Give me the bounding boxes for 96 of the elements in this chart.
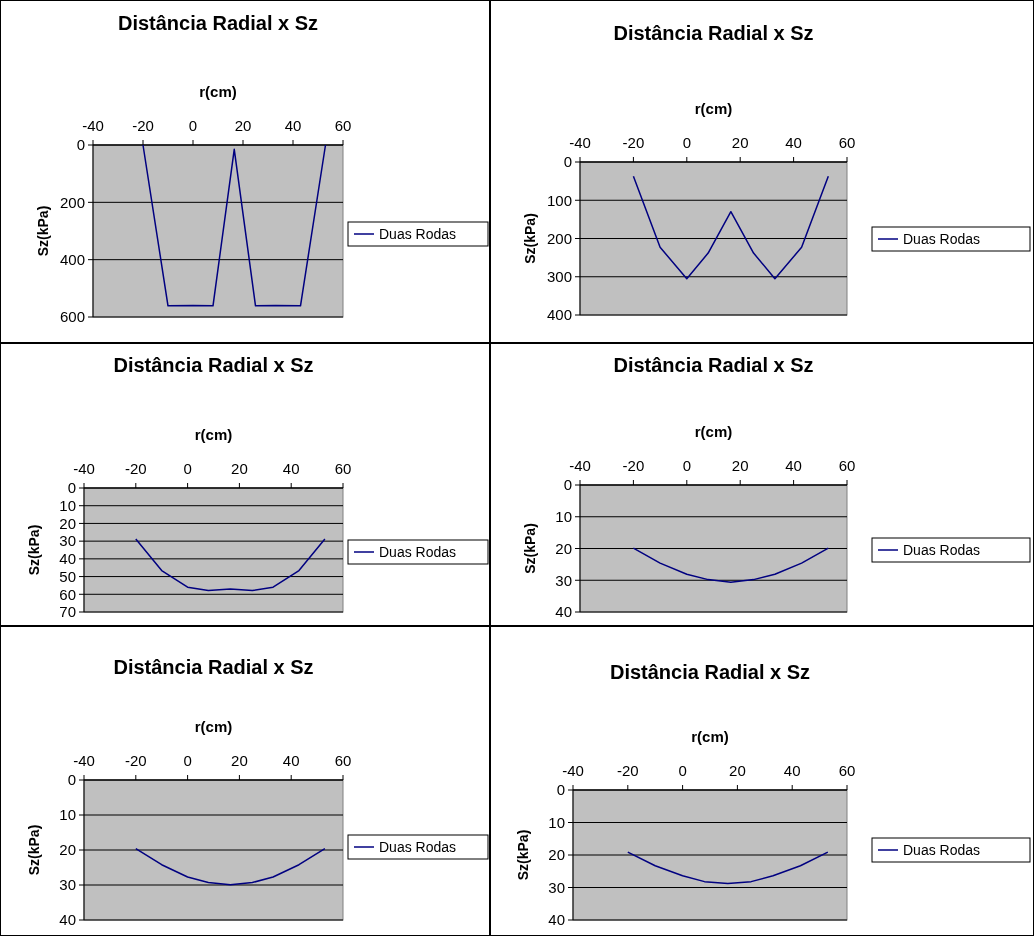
x-tick-label: 20 <box>231 752 248 769</box>
x-tick-label: -20 <box>124 460 147 477</box>
x-tick-label: 40 <box>282 460 300 477</box>
line-series <box>142 144 327 307</box>
y-tick-label: 40 <box>59 911 76 929</box>
chart-title: Distância Radial x Sz <box>113 354 314 376</box>
x-tick-label: 20 <box>729 762 746 779</box>
line-series <box>135 847 326 886</box>
x-tick-label: 60 <box>838 134 856 151</box>
y-tick-label: 20 <box>548 846 565 864</box>
x-tick-label: -20 <box>132 117 154 134</box>
x-tick-label: -40 <box>569 457 591 474</box>
y-tick-label: 100 <box>546 191 572 209</box>
y-axis-title: Sz(kPa) <box>26 524 42 576</box>
legend-label: Duas Rodas <box>903 541 981 558</box>
y-tick-label: 20 <box>59 841 76 859</box>
chart-title: Distância Radial x Sz <box>609 661 811 683</box>
x-tick-label: 20 <box>731 134 749 151</box>
x-tick-label: -20 <box>616 762 639 779</box>
line-series <box>627 851 829 885</box>
x-axis-title: r(cm) <box>194 426 233 443</box>
y-tick-label: 50 <box>59 567 76 585</box>
chart-title: Distância Radial x Sz <box>117 12 319 34</box>
line-series <box>632 175 830 280</box>
chart-title: Distância Radial x Sz <box>613 354 814 376</box>
x-tick-label: 0 <box>682 457 691 474</box>
y-tick-label: 400 <box>59 250 85 268</box>
x-tick-label: -20 <box>124 752 147 769</box>
x-tick-label: 20 <box>731 457 749 474</box>
y-tick-label: 10 <box>59 806 76 824</box>
y-axis-title: Sz(kPa) <box>26 824 42 876</box>
y-tick-label: 40 <box>548 911 565 929</box>
y-tick-label: 200 <box>546 229 572 247</box>
y-tick-label: 30 <box>59 876 76 894</box>
x-tick-label: -40 <box>569 134 591 151</box>
x-tick-label: 60 <box>334 752 352 769</box>
y-tick-label: 70 <box>59 603 76 621</box>
x-tick-label: 40 <box>785 134 802 151</box>
y-tick-label: 600 <box>59 308 85 326</box>
y-tick-label: 40 <box>555 603 572 621</box>
x-tick-label: 20 <box>231 460 248 477</box>
x-axis-title: r(cm) <box>199 83 237 100</box>
chart-title: Distância Radial x Sz <box>613 22 814 44</box>
x-tick-label: 60 <box>838 762 856 779</box>
x-tick-label: -20 <box>622 134 645 151</box>
legend-label: Duas Rodas <box>379 225 457 242</box>
y-tick-label: 0 <box>563 153 572 171</box>
legend-label: Duas Rodas <box>903 841 981 858</box>
x-tick-label: 0 <box>183 460 192 477</box>
y-tick-label: 10 <box>548 813 565 831</box>
y-tick-label: 20 <box>59 514 76 532</box>
x-axis-title: r(cm) <box>691 728 729 745</box>
x-tick-label: 0 <box>188 117 198 134</box>
y-tick-label: 30 <box>59 532 76 550</box>
y-tick-label: 40 <box>59 550 76 568</box>
y-axis-title: Sz(kPa) <box>515 829 531 881</box>
x-tick-label: 40 <box>783 762 801 779</box>
x-tick-label: -40 <box>73 752 95 769</box>
x-tick-label: -40 <box>82 117 104 134</box>
y-tick-label: 10 <box>59 496 76 514</box>
y-tick-label: 400 <box>546 306 572 324</box>
x-tick-label: 40 <box>282 752 300 769</box>
legend-label: Duas Rodas <box>379 543 457 560</box>
x-tick-label: 0 <box>682 134 691 151</box>
x-axis-title: r(cm) <box>694 100 733 117</box>
chart-title: Distância Radial x Sz <box>113 656 314 678</box>
legend-label: Duas Rodas <box>379 838 457 855</box>
x-tick-label: 20 <box>234 117 252 134</box>
y-tick-label: 0 <box>556 781 565 799</box>
y-tick-label: 20 <box>555 539 572 557</box>
y-axis-title: Sz(kPa) <box>522 213 538 264</box>
y-tick-label: 0 <box>67 479 76 497</box>
y-tick-label: 30 <box>548 878 565 896</box>
y-tick-label: 10 <box>555 508 572 525</box>
x-axis-title: r(cm) <box>194 718 233 735</box>
y-tick-label: 300 <box>546 268 572 285</box>
x-axis-title: r(cm) <box>694 423 733 440</box>
x-tick-label: -20 <box>622 457 645 474</box>
x-tick-label: -40 <box>73 460 95 477</box>
x-tick-label: 60 <box>334 460 352 477</box>
y-tick-label: 0 <box>563 476 572 494</box>
y-tick-label: 30 <box>555 571 572 589</box>
x-tick-label: 40 <box>284 117 302 134</box>
line-series <box>632 547 830 583</box>
x-tick-label: 60 <box>334 117 352 134</box>
x-tick-label: -40 <box>562 762 584 779</box>
x-tick-label: 0 <box>183 752 192 769</box>
y-tick-label: 200 <box>59 193 85 211</box>
legend-label: Duas Rodas <box>903 230 981 247</box>
y-axis-title: Sz(kPa) <box>35 205 51 257</box>
y-axis-title: Sz(kPa) <box>522 523 538 574</box>
x-tick-label: 60 <box>838 457 856 474</box>
x-tick-label: 0 <box>678 762 687 779</box>
line-series <box>135 538 326 592</box>
x-tick-label: 40 <box>785 457 802 474</box>
y-tick-label: 60 <box>59 585 76 603</box>
